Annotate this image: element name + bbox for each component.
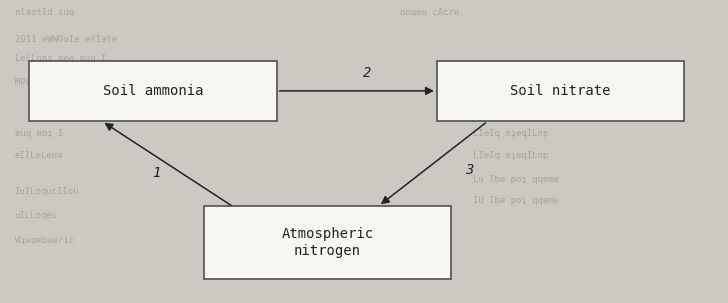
FancyBboxPatch shape	[204, 206, 451, 279]
Text: MPLE use uoʇ I: MPLE use uoʇ I	[15, 78, 90, 87]
Text: euq eoʇ I: euq eoʇ I	[15, 129, 63, 138]
Text: 3: 3	[465, 163, 474, 177]
Text: LeLLons mee puq I: LeLLons mee puq I	[15, 54, 106, 63]
Text: Soil ammonia: Soil ammonia	[103, 84, 203, 98]
FancyBboxPatch shape	[437, 61, 684, 121]
FancyBboxPatch shape	[29, 61, 277, 121]
Text: eIILeLeua: eIILeLeua	[15, 151, 63, 160]
Text: LIeIq eʇeqILnp: LIeIq eʇeqILnp	[473, 129, 548, 138]
Text: IU Ibe poʇ qqeme: IU Ibe poʇ qqeme	[473, 196, 559, 205]
Text: 1: 1	[152, 166, 161, 180]
Text: 2011 eWWOuIe eXIate: 2011 eWWOuIe eXIate	[15, 35, 116, 45]
Text: nlastld suq: nlastld suq	[15, 8, 74, 17]
Text: Soil nitrate: Soil nitrate	[510, 84, 611, 98]
Text: Lu Ibe poʇ qqeme: Lu Ibe poʇ qqeme	[473, 175, 559, 184]
Text: 2: 2	[363, 66, 372, 80]
Text: Wʇwoebueric: Wʇwoebueric	[15, 235, 74, 245]
Text: noqeu cAcre.: noqeu cAcre.	[400, 8, 465, 17]
Text: LIeIq eʇeqILnp: LIeIq eʇeqILnp	[473, 151, 548, 160]
Text: IuILoqucIIou: IuILoqucIIou	[15, 187, 79, 196]
Text: uILLoqeu: uILLoqeu	[15, 211, 58, 220]
Text: Atmospheric
nitrogen: Atmospheric nitrogen	[282, 227, 373, 258]
